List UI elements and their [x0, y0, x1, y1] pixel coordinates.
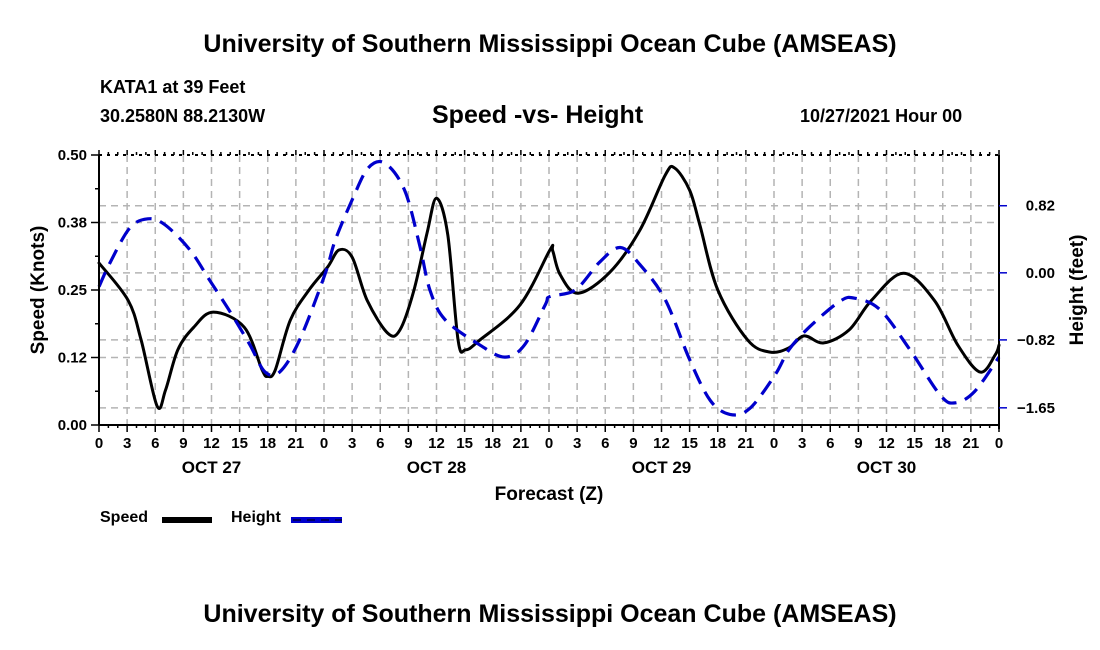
y-tick-label: 0.12 [58, 350, 87, 367]
day-label: OCT 28 [407, 458, 467, 477]
x-tick-label: 21 [513, 435, 530, 452]
x-tick-label: 0 [995, 435, 1003, 452]
x-tick-label: 15 [906, 435, 923, 452]
y2-tick-label: −1.65 [1017, 400, 1055, 417]
y-tick-label: 0.38 [58, 215, 87, 232]
series-layer [97, 159, 1001, 417]
y-tick-label: 0.50 [58, 147, 87, 164]
x-tick-label: 18 [259, 435, 276, 452]
x-tick-label: 6 [376, 435, 384, 452]
day-label: OCT 30 [857, 458, 917, 477]
day-label: OCT 27 [182, 458, 242, 477]
x-tick-label: 21 [738, 435, 755, 452]
coordinates-label: 30.2580N 88.2130W [100, 106, 266, 126]
y2-tick-label: 0.00 [1026, 265, 1055, 282]
x-tick-label: 6 [601, 435, 609, 452]
x-tick-label: 12 [428, 435, 445, 452]
forecast-datetime: 10/27/2021 Hour 00 [800, 106, 963, 126]
legend-height-swatch [291, 517, 342, 523]
x-tick-label: 18 [934, 435, 951, 452]
x-tick-label: 9 [404, 435, 412, 452]
day-label: OCT 29 [632, 458, 692, 477]
x-axis-title: Forecast (Z) [495, 484, 604, 505]
x-tick-label: 6 [151, 435, 159, 452]
x-tick-label: 3 [348, 435, 356, 452]
legend-speed-label: Speed [100, 509, 149, 526]
x-tick-label: 18 [709, 435, 726, 452]
x-tick-label: 12 [878, 435, 895, 452]
x-tick-label: 21 [288, 435, 305, 452]
x-tick-label: 9 [629, 435, 637, 452]
x-tick-label: 12 [203, 435, 220, 452]
x-tick-label: 21 [963, 435, 980, 452]
x-tick-label: 9 [179, 435, 187, 452]
grid [99, 155, 999, 425]
series-line-height [97, 159, 1001, 417]
main-title: University of Southern Mississippi Ocean… [203, 30, 897, 58]
x-tick-label: 0 [545, 435, 553, 452]
x-tick-label: 12 [653, 435, 670, 452]
axes: 0 3 6 9 12 15 18 21 0 3 6 9 12 15 18 21 0 3 6 9 12 15 18 21 0 3 6 9… [58, 147, 1055, 477]
x-tick-label: 3 [798, 435, 806, 452]
series-line-speed [97, 164, 1001, 410]
y-tick-label: 0.00 [58, 417, 87, 434]
footer-title: University of Southern Mississippi Ocean… [203, 600, 897, 628]
y2-tick-label: −0.82 [1017, 332, 1055, 349]
x-tick-label: 15 [456, 435, 473, 452]
x-tick-label: 18 [484, 435, 501, 452]
x-tick-label: 15 [681, 435, 698, 452]
chart-title: Speed -vs- Height [432, 101, 644, 129]
legend-height-label: Height [231, 509, 281, 526]
legend-speed-swatch [162, 517, 212, 523]
x-tick-label: 9 [854, 435, 862, 452]
y2-tick-label: 0.82 [1026, 198, 1055, 215]
x-tick-label: 3 [573, 435, 581, 452]
y2-axis-title: Height (feet) [1067, 235, 1088, 346]
x-tick-label: 0 [95, 435, 103, 452]
x-tick-label: 3 [123, 435, 131, 452]
y-axis-title: Speed (Knots) [28, 226, 49, 355]
x-tick-label: 15 [231, 435, 248, 452]
station-label: KATA1 at 39 Feet [100, 77, 246, 97]
x-tick-label: 0 [320, 435, 328, 452]
x-tick-label: 0 [770, 435, 778, 452]
x-tick-label: 6 [826, 435, 834, 452]
y-tick-label: 0.25 [58, 282, 87, 299]
